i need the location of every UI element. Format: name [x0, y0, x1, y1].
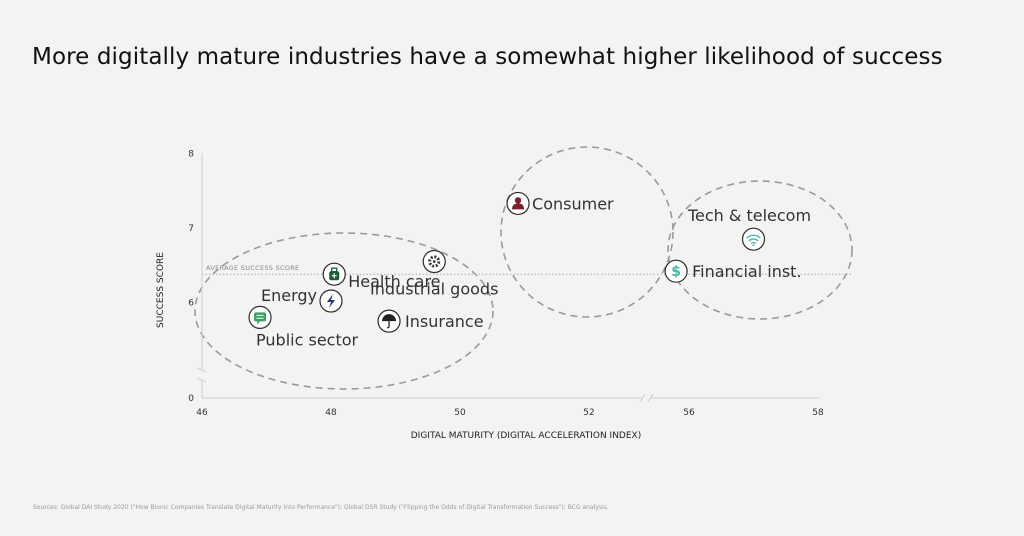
- x-axis-break: [639, 393, 654, 403]
- point-label: Financial inst.: [692, 262, 801, 281]
- x-tick-label: 52: [583, 408, 594, 418]
- y-tick-label: 7: [188, 224, 194, 234]
- person-icon: [512, 197, 525, 210]
- chat-icon: [254, 312, 267, 325]
- axes: 46 48 50 52 56 58 0 6 7 8 DIGITAL MATURITY (DIGITA…: [156, 150, 824, 442]
- gear-icon: [428, 255, 441, 268]
- point-financial-inst: $ Financial inst.: [664, 259, 802, 283]
- dollar-icon: $: [671, 264, 681, 280]
- y-tick-label: 6: [188, 299, 194, 309]
- point-health-care: Health care: [322, 262, 441, 291]
- medicine-bag-icon: [329, 267, 340, 281]
- average-line-label: AVERAGE SUCCESS SCORE: [206, 264, 299, 272]
- point-label: Public sector: [256, 330, 358, 349]
- average-line-group: AVERAGE SUCCESS SCORE: [202, 264, 852, 275]
- data-points: Consumer Industrial goods Tech & telecom $ F…: [248, 191, 811, 349]
- point-energy: Energy: [261, 286, 343, 313]
- x-tick-label: 46: [196, 408, 208, 418]
- lightning-icon: [327, 294, 335, 309]
- point-label: Insurance: [405, 312, 484, 331]
- x-tick-label: 58: [812, 408, 824, 418]
- cluster-ellipses: [194, 146, 853, 390]
- x-tick-label: 56: [683, 408, 695, 418]
- point-label: Energy: [261, 286, 317, 305]
- point-label: Industrial goods: [370, 280, 498, 299]
- y-axis-break: [196, 367, 207, 383]
- point-label: Consumer: [532, 194, 614, 213]
- point-tech-telecom: Tech & telecom: [687, 206, 811, 251]
- point-insurance: Insurance: [377, 309, 484, 333]
- chart-title: More digitally mature industries have a …: [32, 44, 943, 70]
- y-axis-title: SUCCESS SCORE: [156, 252, 166, 328]
- x-tick-label: 48: [325, 408, 337, 418]
- point-public-sector: Public sector: [248, 305, 359, 349]
- source-note: Sources: Global DAI Study 2020 ("How Bio…: [33, 504, 609, 511]
- cluster-ellipse: [194, 232, 494, 390]
- point-label: Tech & telecom: [687, 206, 811, 225]
- point-industrial-goods: Industrial goods: [370, 249, 498, 299]
- wifi-icon: [746, 234, 761, 247]
- point-label: Health care: [348, 272, 440, 291]
- umbrella-icon: [382, 314, 397, 329]
- x-axis-title: DIGITAL MATURITY (DIGITAL ACCELERATION I…: [411, 431, 641, 441]
- point-marker: [664, 259, 688, 283]
- y-tick-label: 0: [188, 394, 194, 404]
- svg-text:$: $: [671, 264, 681, 280]
- cluster-ellipse: [667, 180, 853, 320]
- cluster-ellipse: [500, 146, 674, 318]
- point-consumer: Consumer: [506, 191, 614, 216]
- x-tick-label: 50: [454, 408, 466, 418]
- y-tick-label: 8: [188, 150, 194, 160]
